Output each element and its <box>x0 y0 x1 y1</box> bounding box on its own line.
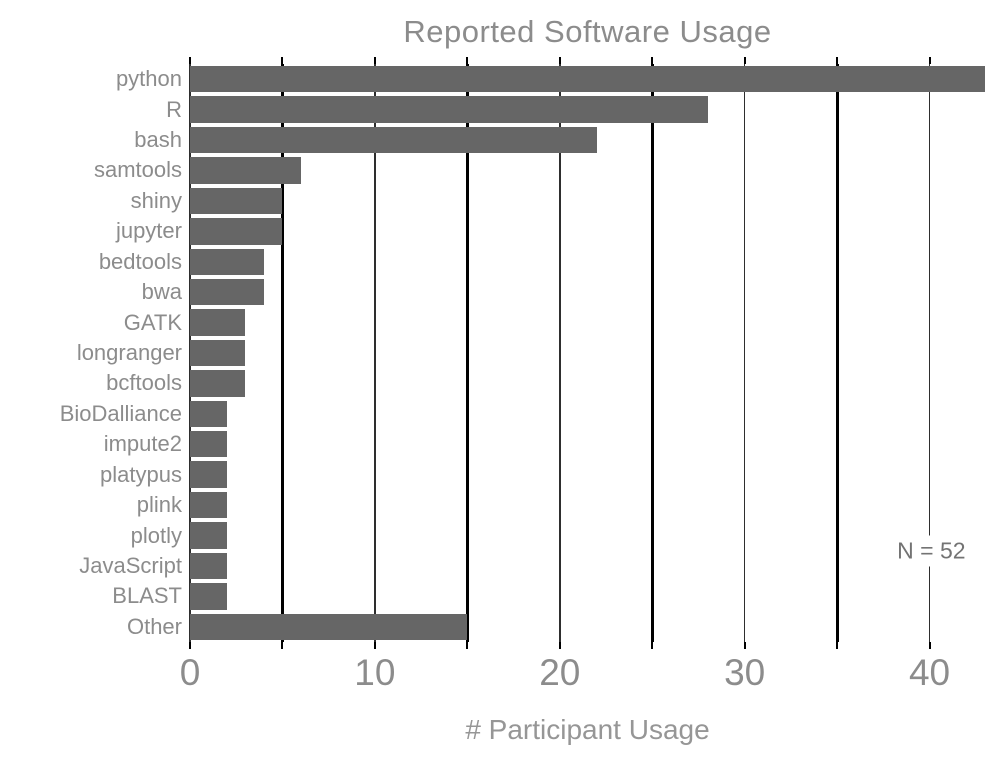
category-label-samtools: samtools <box>93 157 182 183</box>
axis-tick-top-5 <box>281 57 284 64</box>
plot-panel: N = 52 <box>189 57 985 649</box>
axis-tick-bottom-30 <box>743 642 746 649</box>
x-tick-label-20: 20 <box>539 652 581 693</box>
axis-tick-bottom-20 <box>558 642 561 649</box>
category-label-platypus: platypus <box>100 461 182 487</box>
axis-tick-top-10 <box>373 57 376 64</box>
bar-row-python <box>190 64 985 94</box>
axis-tick-top-30 <box>743 57 746 64</box>
gridline-thin-20 <box>559 64 561 642</box>
bar-longranger <box>190 339 246 367</box>
category-label-bwa: bwa <box>141 279 182 305</box>
category-label-bash: bash <box>134 127 182 153</box>
bar-row-R <box>190 94 985 124</box>
category-label-plink: plink <box>136 492 182 518</box>
bar-row-impute2 <box>190 429 985 459</box>
bar-BLAST <box>190 583 227 610</box>
bar-row-jupyter <box>190 216 985 246</box>
x-tick-label-40: 40 <box>908 652 951 693</box>
gridline-thin-10 <box>374 64 376 642</box>
axis-tick-bottom-15 <box>466 642 469 649</box>
category-label-BLAST: BLAST <box>112 583 182 609</box>
axis-tick-bottom-5 <box>281 642 284 649</box>
category-label-GATK: GATK <box>123 309 182 335</box>
category-label-R: R <box>166 96 182 122</box>
bar-row-longranger <box>190 338 985 368</box>
category-label-BioDalliance: BioDalliance <box>59 400 182 426</box>
bar-R <box>190 96 708 123</box>
category-label-python: python <box>115 66 182 92</box>
bar-platypus <box>190 461 227 488</box>
axis-tick-top-35 <box>836 57 839 64</box>
axis-tick-top-20 <box>558 57 561 64</box>
bar-row-shiny <box>190 186 985 216</box>
x-axis-title: # Participant Usage <box>465 714 710 745</box>
axis-tick-top-15 <box>466 57 469 64</box>
axis-tick-bottom-25 <box>651 642 654 649</box>
bar-row-bash <box>190 125 985 155</box>
gridline-thick-25 <box>650 64 654 642</box>
bar-row-platypus <box>190 459 985 489</box>
bar-row-GATK <box>190 307 985 337</box>
gridline-thin-40 <box>928 64 931 642</box>
category-label-bcftools: bcftools <box>106 370 182 396</box>
axis-tick-top-25 <box>651 57 654 64</box>
bar-row-BLAST <box>190 581 985 611</box>
category-label-impute2: impute2 <box>103 431 182 457</box>
category-label-Other: Other <box>126 613 182 639</box>
bar-row-bwa <box>190 277 985 307</box>
bar-samtools <box>190 157 301 184</box>
bar-BioDalliance <box>190 400 227 428</box>
bar-Other <box>190 613 468 640</box>
axis-tick-bottom-0 <box>189 642 191 649</box>
bar-plink <box>190 491 227 519</box>
chart-title: Reported Software Usage <box>403 14 772 49</box>
axis-tick-bottom-10 <box>373 642 376 649</box>
bar-row-Other <box>190 612 985 642</box>
category-label-longranger: longranger <box>76 340 182 365</box>
bar-row-plotly <box>190 520 985 550</box>
category-label-jupyter: jupyter <box>115 218 182 244</box>
axis-tick-top-0 <box>189 57 191 64</box>
bar-shiny <box>190 187 283 215</box>
x-tick-label-30: 30 <box>724 652 766 693</box>
sample-size-annotation: N = 52 <box>892 535 971 567</box>
gridline-thick-35 <box>835 64 839 642</box>
axis-tick-top-40 <box>928 57 931 64</box>
category-label-shiny: shiny <box>130 187 182 213</box>
bar-row-bcftools <box>190 368 985 398</box>
bar-bwa <box>190 278 264 306</box>
bar-jupyter <box>190 218 283 245</box>
axis-tick-bottom-35 <box>836 642 839 649</box>
bar-plotly <box>190 522 227 549</box>
category-label-plotly: plotly <box>130 522 182 548</box>
bar-row-BioDalliance <box>190 399 985 429</box>
bar-row-plink <box>190 490 985 520</box>
axis-tick-bottom-40 <box>928 642 931 649</box>
bar-row-bedtools <box>190 247 985 277</box>
x-tick-label-10: 10 <box>354 652 396 693</box>
gridline-thin-30 <box>743 64 746 642</box>
x-tick-label-0: 0 <box>179 652 201 693</box>
category-label-JavaScript: JavaScript <box>79 552 182 578</box>
gridline-thick-5 <box>280 64 284 642</box>
bar-JavaScript <box>190 552 227 580</box>
bar-bcftools <box>190 370 246 397</box>
category-label-bedtools: bedtools <box>98 248 182 274</box>
bar-bedtools <box>190 248 264 275</box>
bar-impute2 <box>190 431 227 458</box>
bar-python <box>190 66 985 93</box>
x-axis-tick-labels: 0 10 20 30 40 <box>180 652 985 698</box>
bar-row-samtools <box>190 155 985 185</box>
bar-row-JavaScript <box>190 551 985 581</box>
bar-GATK <box>190 309 246 336</box>
gridline-thick-15 <box>465 64 469 642</box>
bar-bash <box>190 126 597 154</box>
